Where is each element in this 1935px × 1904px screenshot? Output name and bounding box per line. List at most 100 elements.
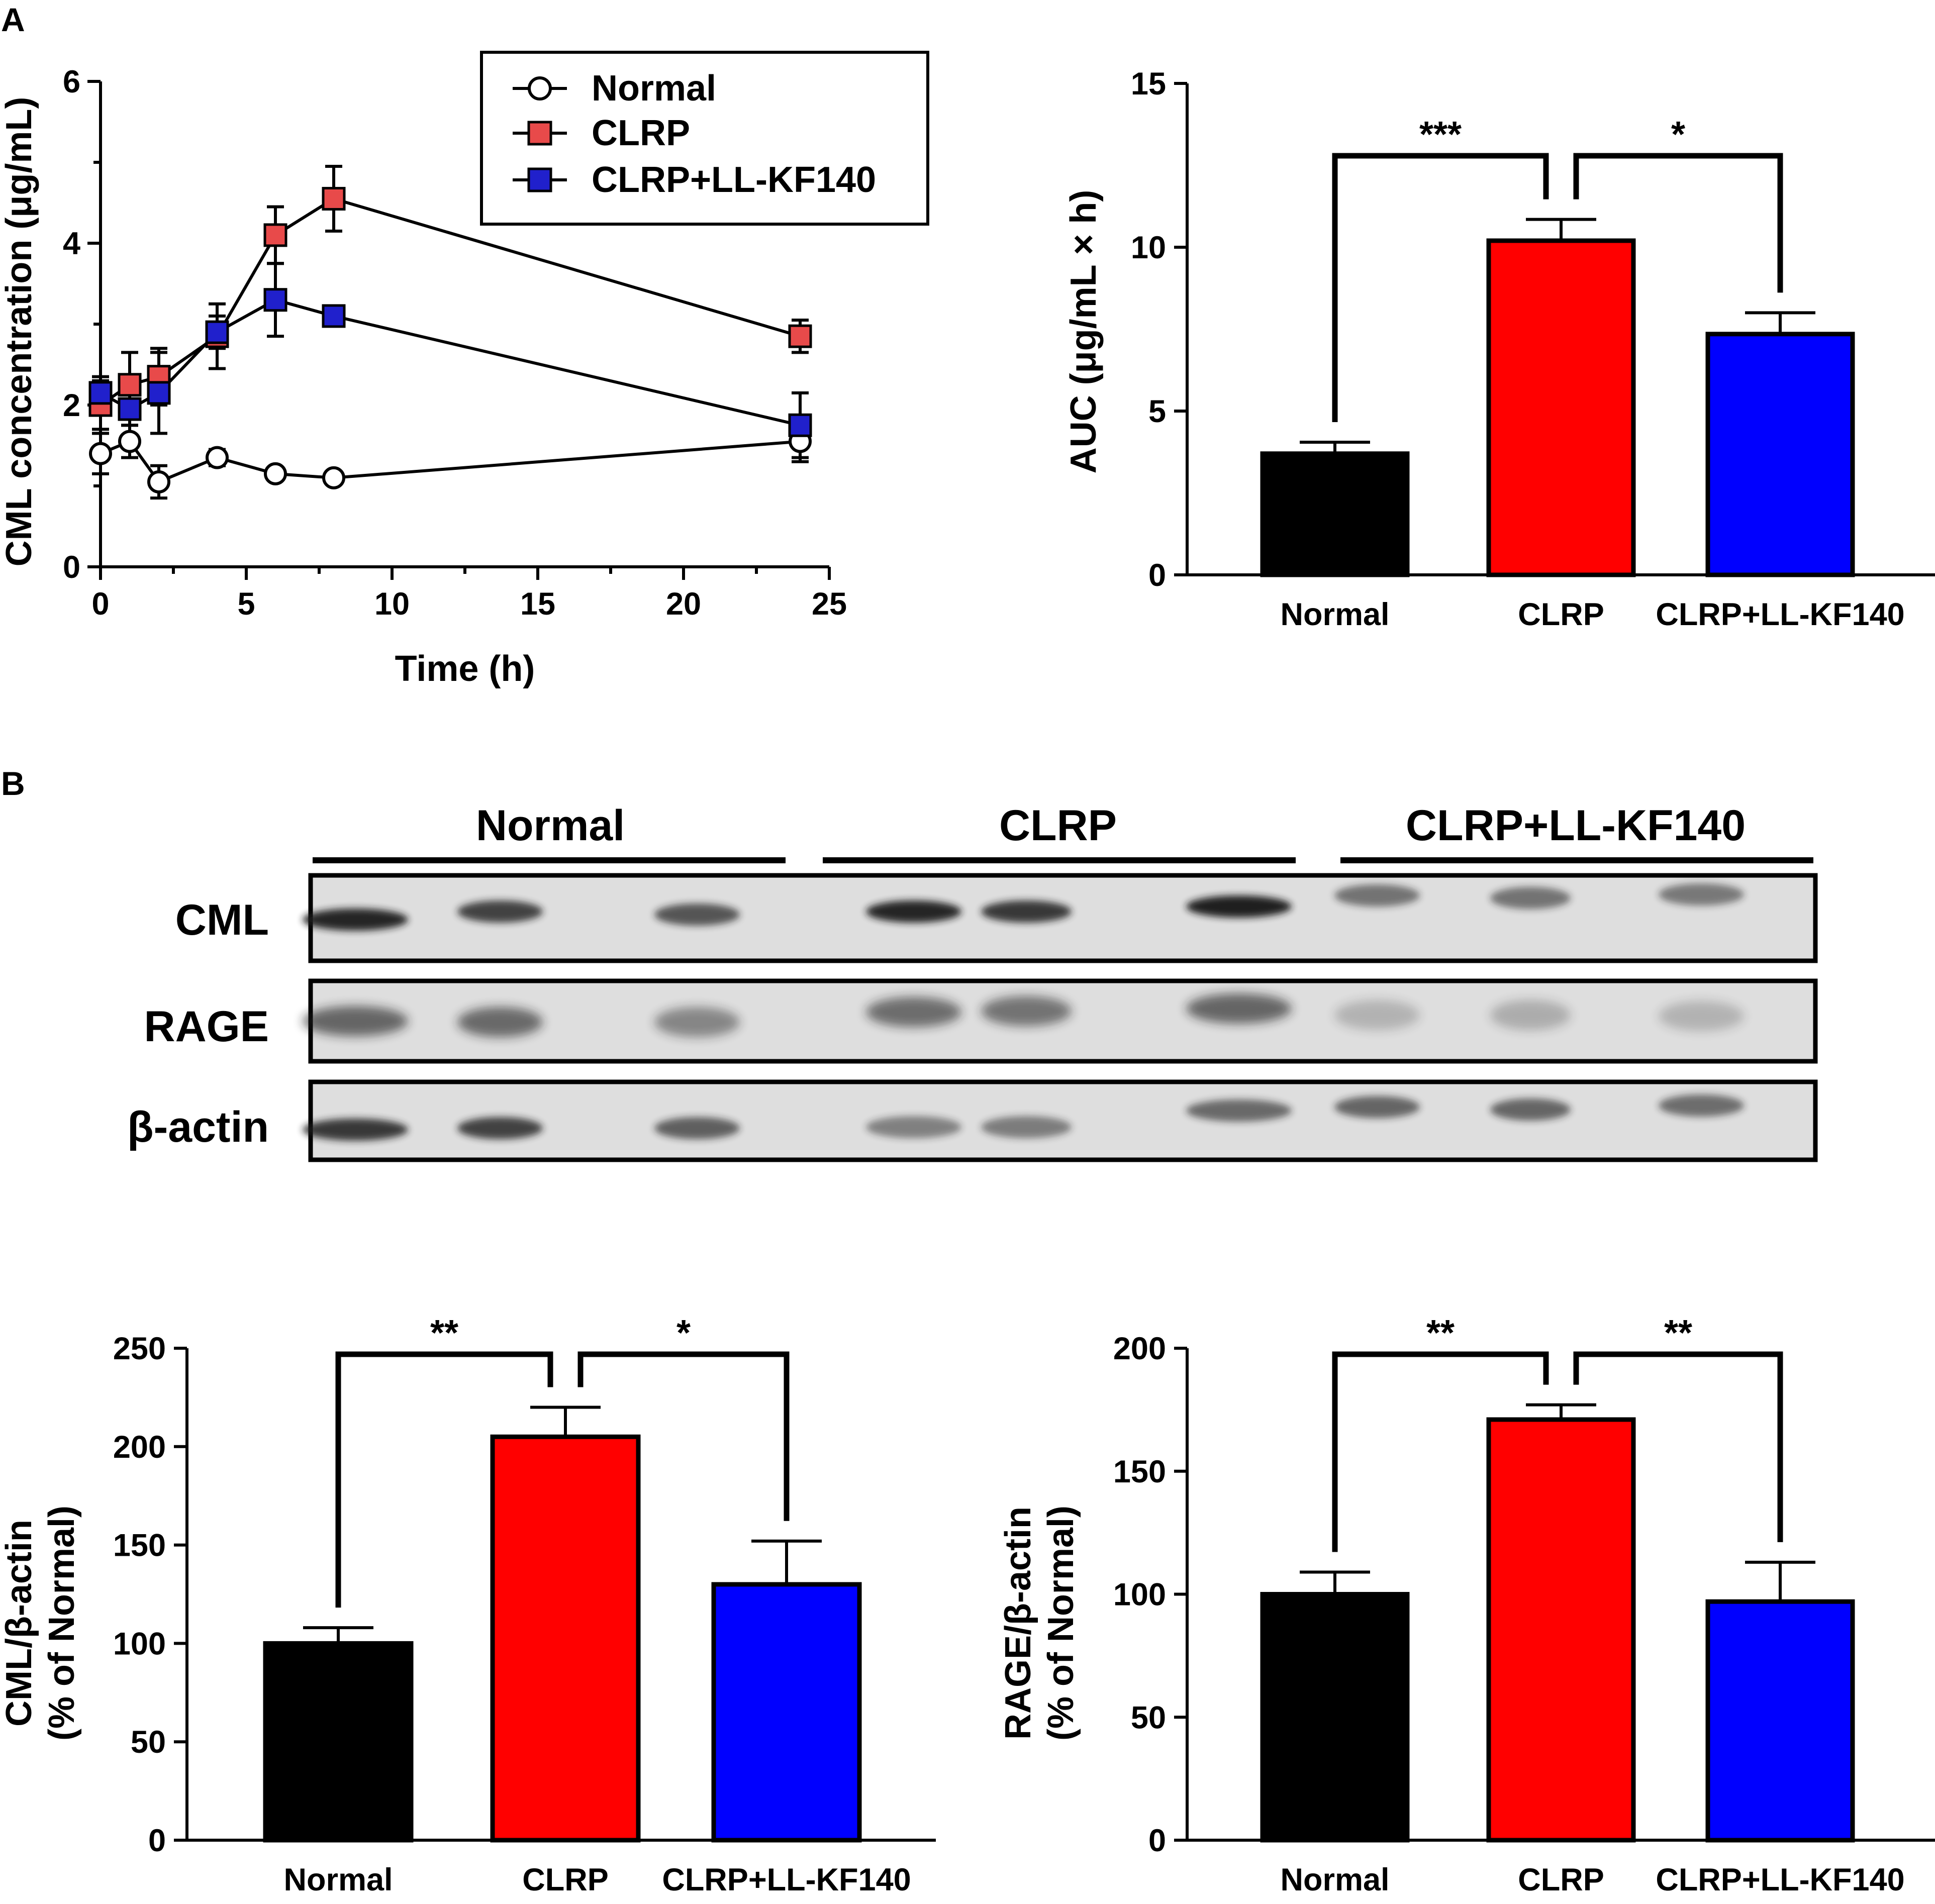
legend-label-clrp-ll: CLRP+LL-KF140 (592, 160, 876, 200)
legend-label-normal: Normal (592, 68, 716, 109)
cml-ylabel-line1: CML/β-actin (0, 1520, 39, 1727)
legend-box (480, 51, 929, 226)
series-line-normal (100, 439, 801, 484)
y-tick-label: 5 (1148, 394, 1166, 429)
blot-band-rage (1334, 1000, 1420, 1030)
y-tick-label: 15 (1131, 66, 1166, 102)
blot-group-clrp-ll: CLRP+LL-KF140 (1406, 801, 1746, 850)
x-tick-label: 5 (237, 586, 255, 622)
blot-band-rage (457, 1007, 543, 1037)
time-course-xlabel: Time (h) (395, 649, 535, 689)
blot-band-rage (1659, 1001, 1744, 1031)
time-course-ylabel: CML concentration (μg/mL) (0, 97, 39, 567)
y-tick-label: 100 (1113, 1577, 1166, 1613)
legend-label-clrp: CLRP (592, 113, 690, 153)
significance-bracket (1332, 153, 1549, 422)
rage-ylabel-line2: (% of Normal) (1041, 1506, 1081, 1741)
blot-band-actin (654, 1117, 740, 1139)
category-label-clrp: CLRP (522, 1862, 609, 1897)
panel-b-label: B (1, 765, 25, 802)
blot-band-rage (1490, 1000, 1571, 1030)
data-point-clrp-ll (118, 397, 142, 421)
blot-lanes (303, 873, 1818, 1162)
bar-clrp-ll (1705, 332, 1855, 577)
y-tick-label: 10 (1131, 230, 1166, 265)
y-tick-label: 250 (113, 1331, 166, 1366)
data-point-clrp-ll (88, 381, 113, 405)
bar-clrp (1486, 238, 1636, 577)
time-course-chart: 0 5 10 15 20 25 0 2 4 6 Time (h) CML concentratio… (0, 51, 929, 689)
data-point-clrp-ll (205, 320, 229, 344)
y-tick-label: 0 (148, 1823, 166, 1858)
blot-band-actin (1186, 1099, 1292, 1122)
data-point-clrp-ll (147, 381, 171, 405)
series-line-clrp (100, 197, 801, 407)
y-tick-label: 50 (131, 1725, 166, 1760)
significance-label: ** (1426, 1313, 1455, 1353)
category-label-clrp-ll: CLRP+LL-KF140 (1656, 597, 1904, 632)
blot-band-cml (1659, 883, 1744, 906)
time-course-axes: 0 5 10 15 20 25 0 2 4 6 (63, 64, 847, 622)
category-label-clrp: CLRP (1518, 597, 1604, 632)
category-label-clrp-ll: CLRP+LL-KF140 (1656, 1862, 1904, 1897)
blot-band-actin (866, 1116, 961, 1138)
data-point-normal (89, 442, 112, 465)
significance-label: * (676, 1313, 691, 1353)
blot-band-rage (866, 997, 961, 1027)
x-tick-label: 0 (91, 586, 109, 622)
blot-band-cml (1334, 884, 1420, 907)
significance-bracket (1573, 1351, 1783, 1542)
x-tick-label: 20 (666, 586, 701, 622)
cml-ylabel-line2: (% of Normal) (42, 1506, 82, 1741)
significance-bracket (1573, 153, 1783, 293)
bar-normal (1260, 1592, 1410, 1843)
category-label-clrp: CLRP (1518, 1862, 1604, 1897)
x-tick-label: 10 (374, 586, 410, 622)
blot-group-clrp: CLRP (999, 801, 1117, 850)
blot-band-rage (303, 1006, 408, 1036)
blot-band-cml (457, 900, 543, 923)
blot-row-rage: RAGE (144, 1003, 269, 1051)
blot-row-cml: CML (175, 896, 269, 944)
category-label-normal: Normal (1280, 597, 1389, 632)
y-tick-label: 200 (1113, 1331, 1166, 1366)
legend-marker-clrp-ll (527, 167, 552, 192)
panel-a-label: A (1, 1, 25, 38)
blot-band-cml (981, 900, 1072, 923)
blot-band-cml (654, 904, 740, 926)
bar-clrp-ll (711, 1582, 862, 1843)
significance-bracket (577, 1351, 790, 1521)
bar-normal (1260, 451, 1410, 577)
significance-label: ** (1664, 1313, 1692, 1353)
data-point-normal (264, 462, 287, 485)
blot-band-cml (1490, 887, 1571, 909)
data-point-clrp-ll (263, 288, 287, 312)
x-tick-label: 15 (520, 586, 555, 622)
western-blot: Normal CLRP CLRP+LL-KF140 CML RAGE β-act… (127, 801, 1818, 1162)
blot-band-actin (1659, 1094, 1744, 1117)
category-label-clrp-ll: CLRP+LL-KF140 (662, 1862, 911, 1897)
significance-bracket (1332, 1351, 1549, 1552)
bar-clrp (490, 1434, 641, 1843)
data-point-normal (322, 466, 345, 489)
category-label-normal: Normal (283, 1862, 393, 1897)
y-tick-label: 200 (113, 1430, 166, 1465)
data-point-clrp (788, 324, 812, 348)
y-tick-label: 6 (63, 64, 80, 99)
blot-group-normal: Normal (476, 801, 625, 850)
legend-marker-clrp (527, 121, 552, 146)
y-tick-label: 2 (63, 388, 80, 423)
rage-actin-bars: Normal CLRP CLRP+LL-KF140 0 50 100 150 200 ** ** (1113, 1313, 1935, 1897)
data-point-clrp (118, 373, 142, 397)
blot-band-rage (1186, 993, 1292, 1024)
y-tick-label: 150 (1113, 1454, 1166, 1489)
data-point-normal (147, 470, 170, 493)
legend-marker-normal (528, 76, 552, 101)
data-point-clrp-ll (788, 413, 812, 437)
y-tick-label: 4 (63, 226, 80, 261)
